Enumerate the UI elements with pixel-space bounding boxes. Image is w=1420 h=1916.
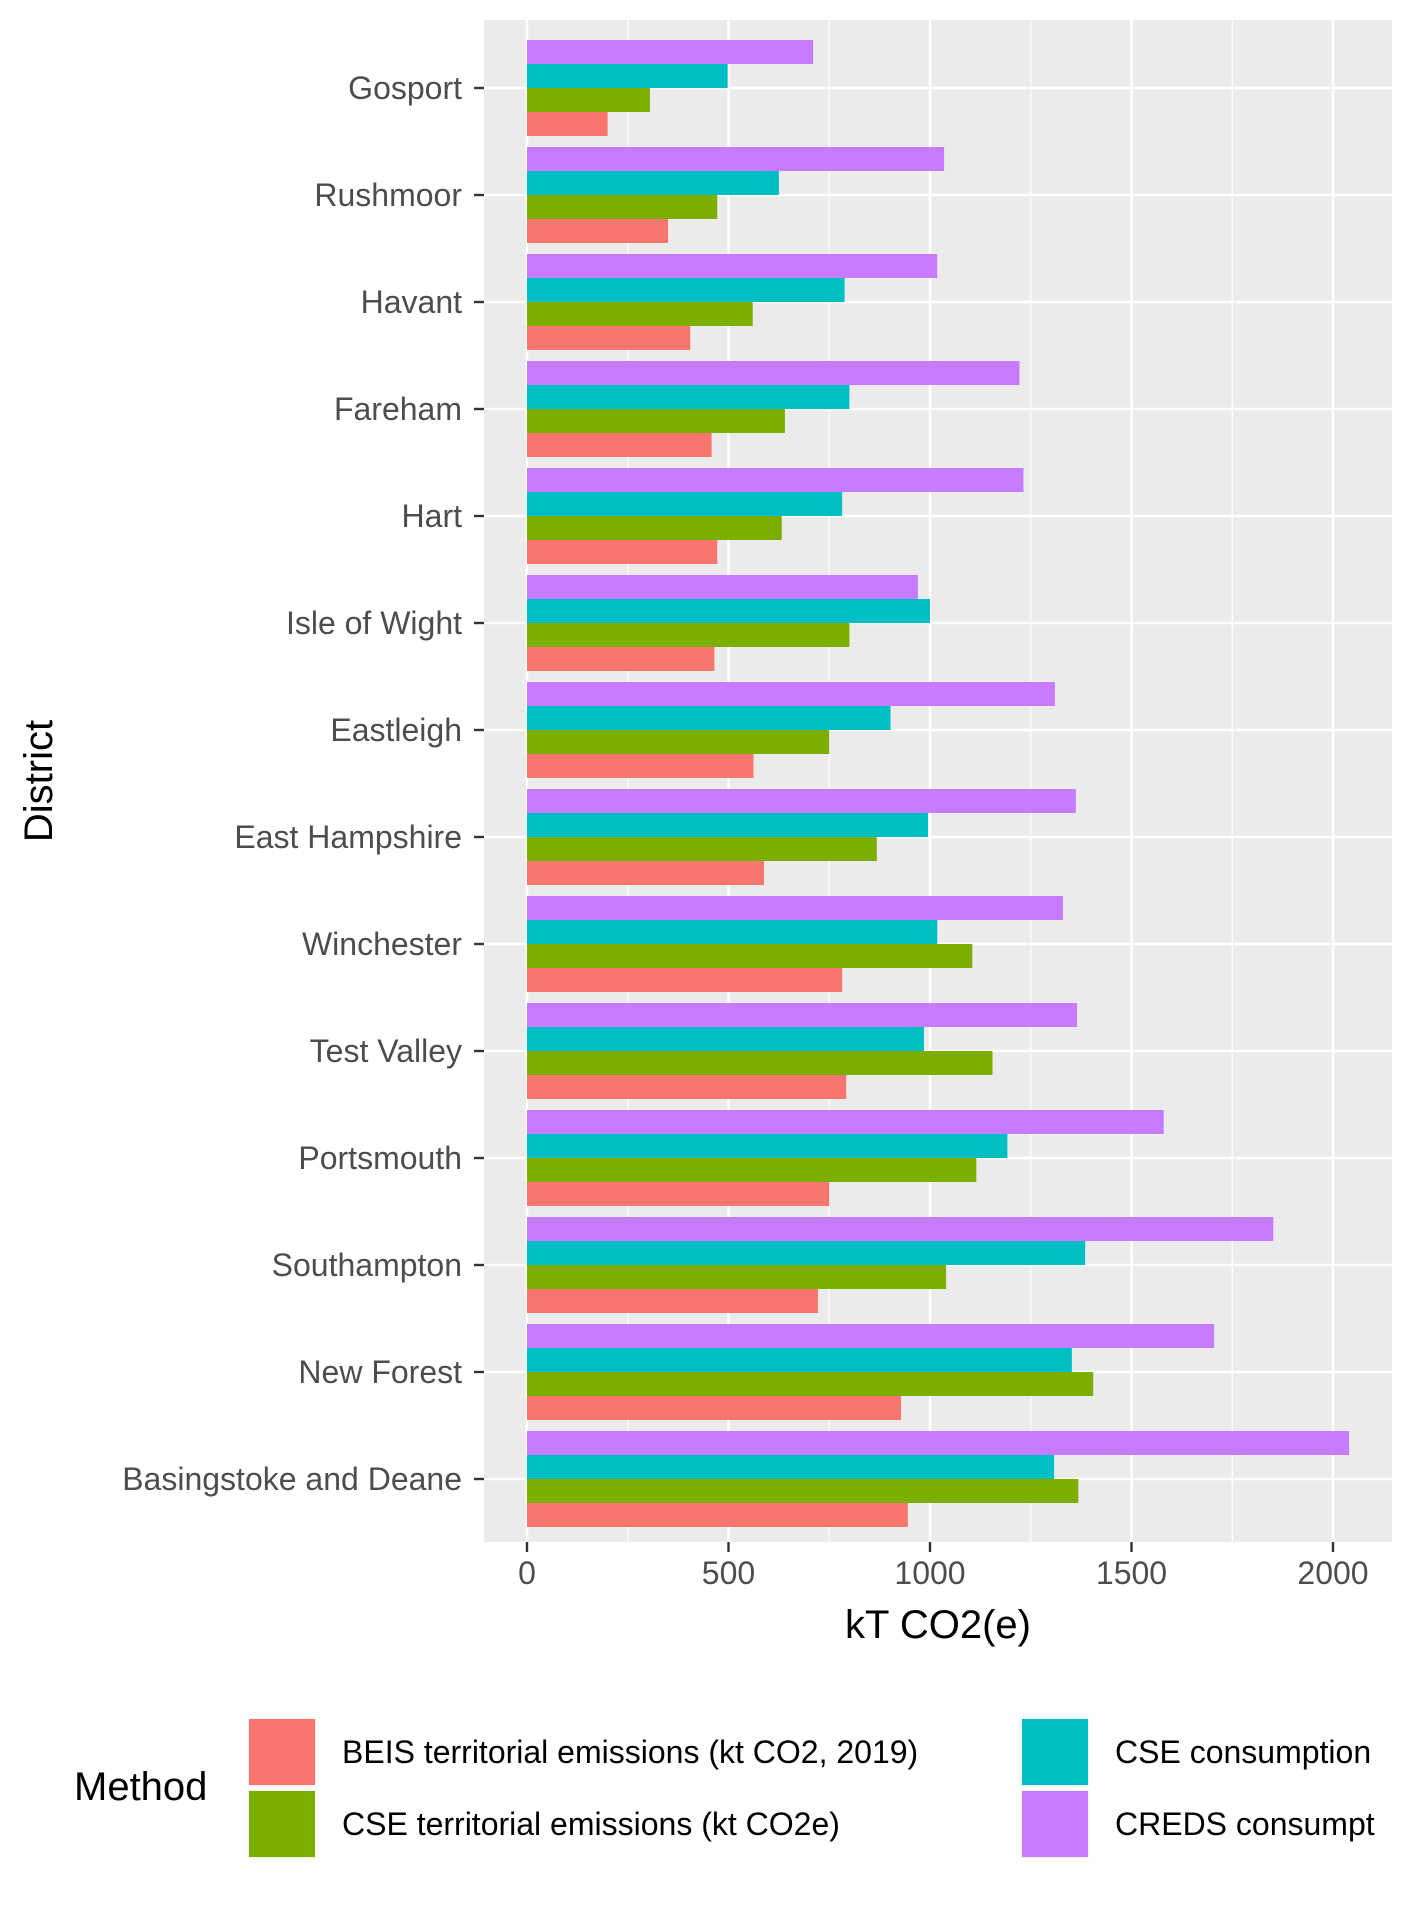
bar [527,1455,1055,1479]
bar [527,1027,924,1051]
y-tick-label: Southampton [272,1247,462,1283]
x-tick-label: 0 [518,1555,536,1591]
bar [527,433,712,457]
bar [527,1051,993,1075]
bar [527,361,1020,385]
y-tick-label: Test Valley [310,1033,462,1069]
bars [527,40,1350,1527]
bar [527,682,1055,706]
bar [527,1075,847,1099]
bar [527,861,764,885]
legend-label: CSE consumption [1115,1734,1371,1770]
bar [527,599,930,623]
y-tick-label: New Forest [298,1354,462,1390]
bar [527,1503,908,1527]
y-tick-label: Isle of Wight [286,605,462,641]
legend-key-swatch [249,1719,315,1785]
legend: Method BEIS territorial emissions (kt CO… [74,1718,1375,1858]
bar [527,1265,947,1289]
y-tick-label: Rushmoor [314,177,462,213]
bar [527,920,938,944]
plot-panel [484,20,1392,1542]
bar [527,1241,1086,1265]
legend-label: CREDS consumpt [1115,1806,1375,1842]
bar [527,837,877,861]
x-axis: 0 500 1000 1500 2000 [518,1542,1369,1591]
legend-label: CSE territorial emissions (kt CO2e) [342,1806,840,1842]
bar [527,278,845,302]
bar [527,1372,1094,1396]
bar [527,896,1063,920]
bar [527,385,850,409]
y-tick-label: Fareham [334,391,462,427]
bar [527,1324,1215,1348]
legend-label: BEIS territorial emissions (kt CO2, 2019… [342,1734,918,1770]
legend-key-swatch [249,1791,315,1857]
bar [527,754,754,778]
x-tick-label: 1000 [894,1555,965,1591]
bar [527,789,1076,813]
bar [527,944,973,968]
y-tick-label: Basingstoke and Deane [122,1461,462,1497]
bar [527,1217,1274,1241]
bar [527,516,782,540]
bar [527,1479,1079,1503]
bar [527,623,850,647]
bar [527,647,715,671]
bar [527,1134,1008,1158]
legend-title: Method [74,1765,207,1809]
bar [527,326,691,350]
bar [527,540,718,564]
x-axis-title: kT CO2(e) [845,1603,1031,1647]
bar [527,40,814,64]
bar [527,219,669,243]
bar [527,1110,1164,1134]
y-tick-label: Portsmouth [298,1140,462,1176]
legend-key-swatch [1022,1791,1088,1857]
bar [527,171,779,195]
bar [527,409,785,433]
bar [527,64,728,88]
bar [527,968,843,992]
x-tick-label: 2000 [1297,1555,1368,1591]
y-tick-label: East Hampshire [234,819,462,855]
bar [527,1396,901,1420]
x-tick-label: 1500 [1096,1555,1167,1591]
bar [527,302,753,326]
bar [527,706,891,730]
bar [527,1431,1350,1455]
bar [527,147,945,171]
y-tick-label: Gosport [348,70,462,106]
y-tick-label: Eastleigh [330,712,462,748]
bar [527,1182,830,1206]
bar [527,1348,1072,1372]
y-axis: Gosport Rushmoor Havant Fareham Hart Isle of … [122,70,484,1497]
y-tick-label: Hart [402,498,463,534]
y-axis-title: District [17,720,61,842]
bar [527,492,843,516]
bar [527,575,918,599]
bar [527,1289,818,1313]
bar [527,468,1024,492]
x-tick-label: 500 [702,1555,755,1591]
bar [527,1003,1078,1027]
bar [527,730,830,754]
y-tick-label: Havant [361,284,463,320]
bar [527,195,718,219]
bar [527,813,928,837]
y-tick-label: Winchester [302,926,462,962]
bar [527,112,608,136]
bar [527,1158,977,1182]
bar [527,254,938,278]
bar [527,88,650,112]
legend-key-swatch [1022,1719,1088,1785]
